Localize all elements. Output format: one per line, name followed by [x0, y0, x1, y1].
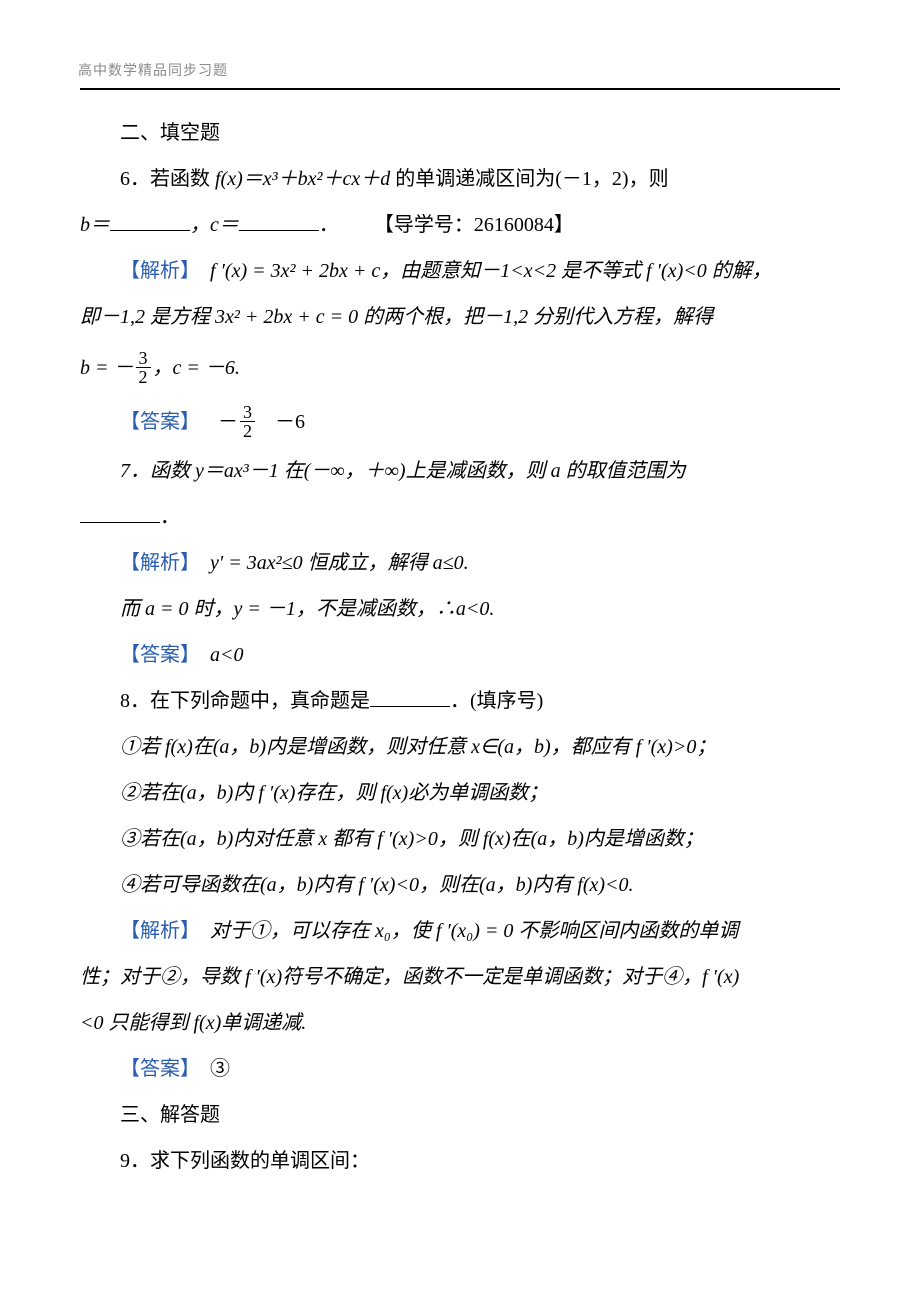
q6-jiexi1-text: f ′(x) = 3x² + 2bx + c，由题意知－1<x<2 是不等式 f…: [210, 260, 772, 282]
q6-fx: f(x)＝x³＋bx²＋cx＋d: [215, 168, 390, 190]
q6-blank-b: [110, 210, 190, 231]
q7-jiexi2-text: 而 a = 0 时，y = －1，不是减函数，∴a<0.: [120, 598, 494, 620]
q7-line1: 7．函数 y＝ax³－1 在(－∞，＋∞)上是减函数，则 a 的取值范围为: [80, 448, 840, 494]
q6-jiexi3a: b = －: [80, 357, 134, 379]
q6-ans-frac: 32: [240, 403, 255, 440]
q7-jiexi-1: 【解析】 y′ = 3ax²≤0 恒成立，解得 a≤0.: [80, 540, 840, 586]
q8-opt1: ①若 f(x)在(a，b)内是增函数，则对任意 x∈(a，b)，都应有 f ′(…: [80, 724, 840, 770]
daan-label: 【答案】: [120, 644, 200, 666]
content-body: 二、填空题 6．若函数 f(x)＝x³＋bx²＋cx＋d 的单调递减区间为(－1…: [80, 110, 840, 1184]
q6-ans-frac-den: 2: [240, 422, 255, 440]
q8-opt1-text: ①若 f(x)在(a，b)内是增函数，则对任意 x∈(a，b)，都应有 f ′(…: [120, 736, 716, 758]
section-3-title: 三、解答题: [80, 1092, 840, 1138]
q8-opt2: ②若在(a，b)内 f ′(x)存在，则 f(x)必为单调函数；: [80, 770, 840, 816]
q6-answer-row: 【答案】 －32 －6: [80, 396, 840, 448]
q6-prefix: 6．若函数: [120, 168, 215, 190]
q8-opt4-text: ④若可导函数在(a，b)内有 f ′(x)<0，则在(a，b)内有 f(x)<0…: [120, 874, 634, 896]
q8-jiexi2-text: 性；对于②，导数 f ′(x)符号不确定，函数不一定是单调函数；对于④，f ′(…: [80, 966, 739, 988]
q6-mid1: 的单调递减区间为(－1，2)，则: [390, 168, 668, 190]
q7-l1: 7．函数 y＝ax³－1 在(－∞，＋∞)上是减函数，则 a 的取值范围为: [120, 460, 686, 482]
page-root: 高中数学精品同步习题 二、填空题 6．若函数 f(x)＝x³＋bx²＋cx＋d …: [0, 0, 920, 1302]
q7-jiexi-2: 而 a = 0 时，y = －1，不是减函数，∴a<0.: [80, 586, 840, 632]
q6-jiexi-2: 即－1,2 是方程 3x² + 2bx + c = 0 的两个根，把－1,2 分…: [80, 294, 840, 340]
section-2-title: 二、填空题: [80, 110, 840, 156]
q6-guide: 【导学号：26160084】: [374, 214, 574, 236]
q8-jiexi-1: 【解析】 对于①，可以存在 x₀，使 f ′(x₀) = 0 不影响区间内函数的…: [80, 908, 840, 954]
q8-jiexi1-text: 对于①，可以存在 x₀，使 f ′(x₀) = 0 不影响区间内函数的单调: [210, 920, 738, 942]
jiexi-label: 【解析】: [120, 552, 200, 574]
q9-text: 9．求下列函数的单调区间：: [80, 1138, 840, 1184]
q6-ans1-pre: －: [218, 411, 238, 433]
q6-frac-num: 3: [136, 349, 151, 368]
q6-l2a: b＝: [80, 214, 110, 236]
q7-blank: [80, 502, 160, 523]
q8-jiexi-2: 性；对于②，导数 f ′(x)符号不确定，函数不一定是单调函数；对于④，f ′(…: [80, 954, 840, 1000]
q8-l1b: ．(填序号): [450, 690, 543, 712]
header-divider: [80, 88, 840, 90]
q7-jiexi1-text: y′ = 3ax²≤0 恒成立，解得 a≤0.: [210, 552, 469, 574]
q6-blank-c: [239, 210, 319, 231]
q8-daan-value: ③: [210, 1058, 230, 1080]
q8-jiexi-3: <0 只能得到 f(x)单调递减.: [80, 1000, 840, 1046]
q8-line1: 8．在下列命题中，真命题是 ．(填序号): [80, 678, 840, 724]
q6-l2b: ，c＝: [190, 214, 239, 236]
q8-opt3: ③若在(a，b)内对任意 x 都有 f ′(x)>0，则 f(x)在(a，b)内…: [80, 816, 840, 862]
q6-jiexi-3: b = －32，c = －6.: [80, 340, 840, 396]
q6-ans1: －32: [218, 396, 257, 448]
q7-answer: 【答案】 a<0: [80, 632, 840, 678]
q8-jiexi3-text: <0 只能得到 f(x)单调递减.: [80, 1012, 306, 1034]
daan-label: 【答案】: [80, 396, 200, 448]
q6-jiexi3b: ，c = －6.: [153, 357, 240, 379]
q6-frac: 32: [136, 349, 151, 386]
q8-blank: [370, 686, 450, 707]
q6-ans-frac-num: 3: [240, 403, 255, 422]
q6-line2: b＝ ，c＝ ． 【导学号：26160084】: [80, 202, 840, 248]
q6-line1: 6．若函数 f(x)＝x³＋bx²＋cx＋d 的单调递减区间为(－1，2)，则: [80, 156, 840, 202]
q8-answer: 【答案】 ③: [80, 1046, 840, 1092]
q6-l2c: ．: [319, 214, 339, 236]
q8-opt3-text: ③若在(a，b)内对任意 x 都有 f ′(x)>0，则 f(x)在(a，b)内…: [120, 828, 704, 850]
page-header: 高中数学精品同步习题: [78, 60, 840, 80]
q6-jiexi-1: 【解析】 f ′(x) = 3x² + 2bx + c，由题意知－1<x<2 是…: [80, 248, 840, 294]
q6-ans2: －6: [275, 396, 305, 448]
daan-label: 【答案】: [120, 1058, 200, 1080]
q8-opt4: ④若可导函数在(a，b)内有 f ′(x)<0，则在(a，b)内有 f(x)<0…: [80, 862, 840, 908]
jiexi-label: 【解析】: [120, 260, 200, 282]
q8-l1a: 8．在下列命题中，真命题是: [120, 690, 370, 712]
jiexi-label: 【解析】: [120, 920, 200, 942]
q7-daan-value: a<0: [210, 644, 244, 666]
q8-opt2-text: ②若在(a，b)内 f ′(x)存在，则 f(x)必为单调函数；: [120, 782, 548, 804]
q6-frac-den: 2: [136, 368, 151, 386]
q7-l2-suffix: ．: [160, 506, 180, 528]
q7-line2: ．: [80, 494, 840, 540]
q6-jiexi2-text: 即－1,2 是方程 3x² + 2bx + c = 0 的两个根，把－1,2 分…: [80, 306, 713, 328]
